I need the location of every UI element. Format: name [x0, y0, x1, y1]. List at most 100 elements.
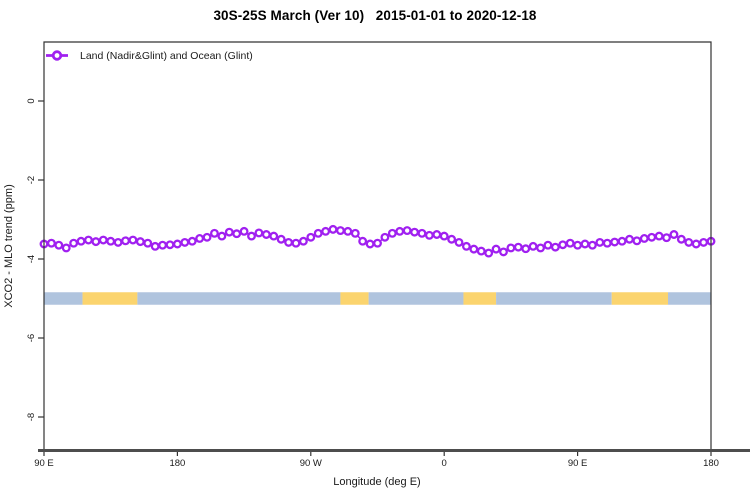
x-tick-label: 90 E [34, 458, 54, 469]
data-point [232, 229, 242, 239]
data-point [669, 230, 679, 239]
band-segment-land [82, 292, 138, 305]
x-tick-label: 90 E [568, 458, 588, 469]
data-point [647, 232, 657, 242]
data-point [254, 228, 264, 238]
data-point [617, 236, 627, 246]
data-point [343, 226, 353, 236]
data-point [484, 248, 494, 258]
data-point [461, 241, 471, 251]
data-point [602, 238, 612, 248]
data-point [276, 234, 286, 244]
data-point [350, 228, 360, 238]
data-point [691, 239, 701, 249]
data-point [239, 226, 249, 236]
y-tick-label: -6 [26, 334, 37, 342]
data-point [447, 234, 457, 244]
x-tick-label: 180 [703, 458, 719, 469]
data-point [402, 226, 412, 236]
y-tick-label: -4 [26, 255, 37, 263]
data-point [662, 233, 671, 243]
data-point [113, 237, 123, 247]
data-point [506, 243, 516, 253]
legend: Land (Nadir&Glint) and Ocean (Glint) [46, 50, 253, 62]
data-point [424, 230, 434, 240]
data-point [61, 243, 71, 253]
data-point [328, 224, 338, 234]
y-tick-label: 0 [26, 98, 37, 103]
data-point [98, 235, 108, 245]
data-point [684, 237, 694, 247]
band-segment-ocean [496, 292, 612, 305]
data-point [439, 231, 449, 241]
data-point [106, 236, 116, 246]
data-point [573, 240, 583, 250]
data-point [521, 244, 531, 254]
data-point [165, 240, 175, 250]
band-segment-ocean [44, 292, 83, 305]
y-tick-label: -8 [26, 413, 37, 421]
legend-label: Land (Nadir&Glint) and Ocean (Glint) [80, 50, 253, 62]
data-point [528, 241, 538, 251]
data-point [135, 237, 145, 247]
data-point [476, 246, 486, 256]
data-point [373, 238, 382, 248]
data-point [543, 240, 553, 250]
data-point [625, 234, 634, 244]
data-point [210, 228, 219, 238]
data-point [306, 232, 316, 242]
data-point [313, 228, 323, 238]
data-point [217, 231, 227, 241]
data-point [432, 230, 442, 239]
data-point [187, 236, 197, 246]
data-point [550, 242, 560, 252]
data-point [565, 238, 575, 248]
data-point [202, 232, 212, 242]
data-point [558, 240, 568, 250]
data-point [639, 234, 649, 243]
legend-marker-icon [51, 50, 63, 61]
data-point [269, 231, 279, 241]
y-axis-label: XCO2 - MLO trend (ppm) [3, 184, 15, 307]
data-point [380, 232, 390, 242]
data-point [128, 235, 138, 245]
data-point [172, 239, 182, 249]
data-point [335, 226, 345, 236]
data-point [587, 240, 597, 250]
data-point [54, 240, 64, 250]
data-point [365, 239, 375, 249]
data-point [387, 228, 397, 238]
plot-box [43, 41, 712, 450]
data-point [46, 238, 56, 248]
band-segment-land [340, 292, 369, 305]
data-point [261, 230, 271, 239]
band-segment-land [463, 292, 497, 305]
data-point [491, 244, 501, 254]
data-point [84, 235, 93, 245]
data-point [632, 236, 642, 246]
band-segment-land [611, 292, 669, 305]
data-point [150, 241, 160, 251]
x-tick-label: 0 [442, 458, 447, 469]
data-point [610, 237, 620, 247]
data-point [580, 239, 590, 249]
data-point [595, 237, 605, 247]
data-point [69, 238, 79, 248]
x-tick-label: 90 W [300, 458, 322, 469]
x-tick-label: 180 [169, 458, 185, 469]
y-tick-label: -2 [26, 176, 37, 184]
data-point [298, 236, 308, 246]
band-segment-ocean [137, 292, 341, 305]
x-axis-label: Longitude (deg E) [333, 476, 420, 488]
data-point [284, 237, 294, 247]
data-point [91, 237, 101, 247]
data-point [454, 237, 464, 247]
data-point [395, 226, 405, 236]
data-point [158, 240, 168, 250]
data-point [291, 238, 301, 248]
data-point [121, 236, 130, 246]
data-point [76, 236, 86, 246]
data-point [143, 238, 153, 248]
